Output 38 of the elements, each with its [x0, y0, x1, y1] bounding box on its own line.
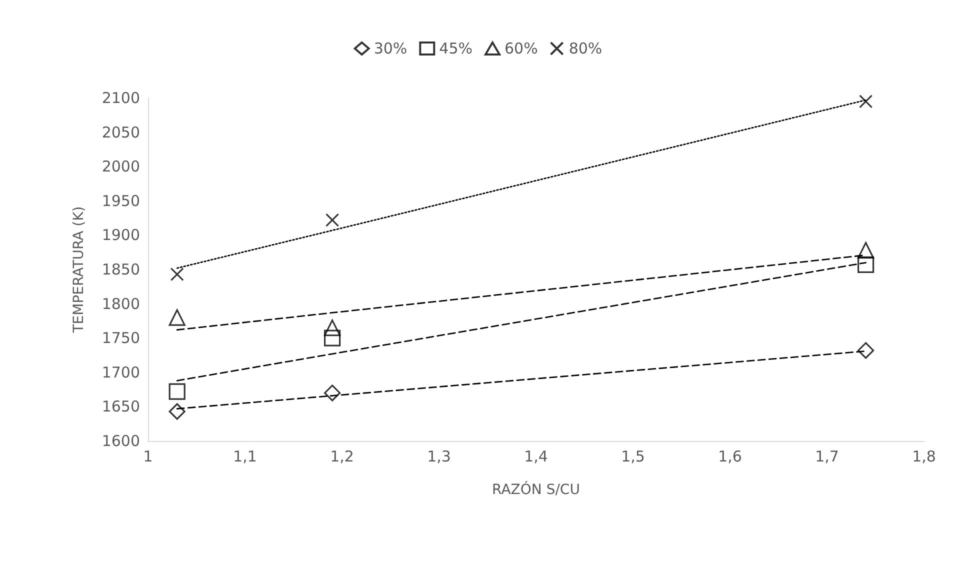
point: [170, 268, 184, 282]
y-tick-label: 1900: [102, 226, 140, 244]
y-tick-label: 1650: [102, 398, 140, 416]
x-tick-label: 1,6: [718, 448, 742, 466]
point: [858, 256, 874, 273]
y-tick-label: 1750: [102, 329, 140, 348]
x-axis-title: RAZÓN S/CU: [492, 481, 580, 498]
point: [858, 342, 874, 359]
y-tick-label: 2100: [102, 89, 140, 107]
x-tick-label: 1: [143, 448, 153, 466]
y-tick-label: 2000: [102, 158, 140, 176]
legend-label: 30%: [374, 40, 408, 58]
point: [858, 242, 874, 259]
x-tick-label: 1,3: [427, 448, 451, 466]
x-tick-label: 1,7: [815, 448, 839, 466]
y-tick-label: 1800: [102, 294, 140, 313]
legend-label: 45%: [439, 40, 473, 58]
legend-label: 80%: [568, 40, 602, 58]
point: [168, 403, 186, 420]
x-tick-label: 1,1: [233, 448, 257, 466]
point: [168, 383, 186, 400]
y-tick-label: 2050: [102, 123, 140, 142]
y-axis-title: TEMPERATURA (K): [71, 206, 87, 334]
point: [168, 309, 186, 326]
x-tick-label: 1,2: [330, 448, 354, 466]
point: [324, 384, 341, 402]
y-tick-label: 1600: [102, 432, 140, 450]
y-tick-label: 1850: [102, 260, 140, 278]
x-tick-label: 1,8: [912, 448, 936, 466]
x-tick-label: 1,5: [621, 448, 645, 466]
point: [324, 330, 341, 346]
point: [859, 94, 873, 108]
point: [324, 320, 341, 336]
legend-label: 60%: [504, 40, 538, 58]
point: [326, 213, 340, 227]
y-tick-label: 1950: [102, 192, 140, 210]
y-tick-label: 1700: [102, 363, 140, 382]
x-tick-label: 1,4: [524, 448, 548, 466]
